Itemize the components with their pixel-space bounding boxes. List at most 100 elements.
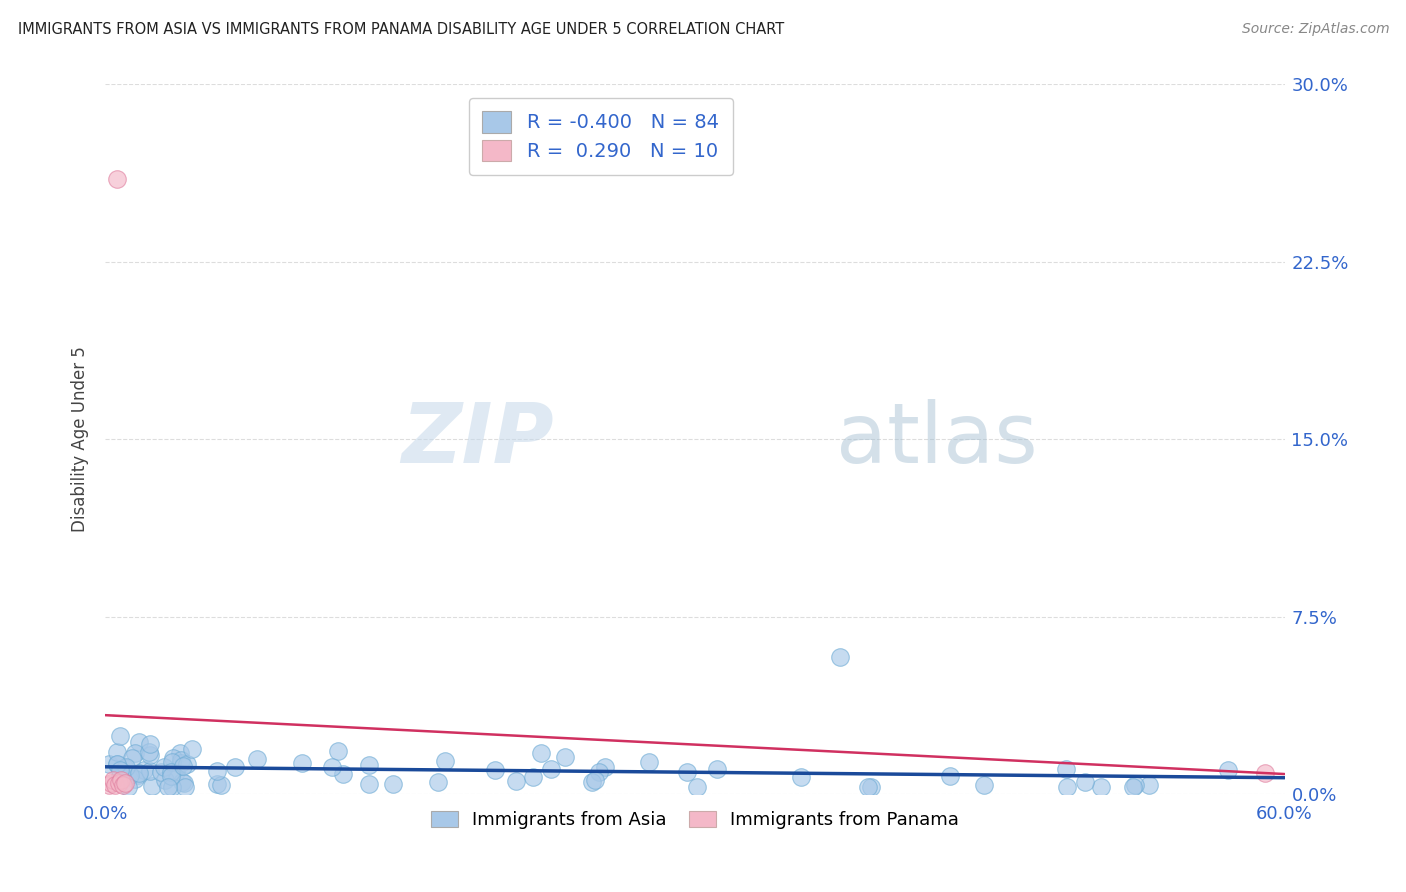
Point xyxy=(170,753,193,767)
Point xyxy=(359,777,381,791)
Point xyxy=(111,778,134,792)
Point xyxy=(484,763,506,777)
Point xyxy=(434,754,457,768)
Point xyxy=(105,757,128,772)
Point xyxy=(1123,778,1146,792)
Point xyxy=(860,780,883,795)
Point xyxy=(169,746,191,760)
Point xyxy=(973,778,995,792)
Point xyxy=(173,775,195,789)
Point xyxy=(540,762,562,776)
Point xyxy=(124,772,146,787)
Point xyxy=(162,751,184,765)
Point xyxy=(110,729,132,743)
Point xyxy=(676,764,699,779)
Point xyxy=(153,772,176,787)
Text: atlas: atlas xyxy=(837,399,1038,480)
Text: ZIP: ZIP xyxy=(401,399,554,480)
Point xyxy=(530,747,553,761)
Point xyxy=(1056,780,1078,795)
Point xyxy=(205,764,228,779)
Point xyxy=(141,779,163,793)
Point xyxy=(108,775,131,789)
Point xyxy=(180,741,202,756)
Point xyxy=(205,777,228,791)
Point xyxy=(101,773,124,788)
Point xyxy=(105,172,128,186)
Point xyxy=(1054,762,1077,776)
Point xyxy=(291,756,314,771)
Point xyxy=(117,780,139,795)
Point xyxy=(157,780,180,795)
Y-axis label: Disability Age Under 5: Disability Age Under 5 xyxy=(72,346,89,533)
Point xyxy=(176,757,198,772)
Point xyxy=(100,775,122,789)
Point xyxy=(114,761,136,775)
Point xyxy=(706,762,728,776)
Point xyxy=(162,780,184,795)
Point xyxy=(139,737,162,751)
Legend: R = -0.400   N = 84, R =  0.290   N = 10: R = -0.400 N = 84, R = 0.290 N = 10 xyxy=(468,98,733,175)
Point xyxy=(858,780,880,795)
Point xyxy=(114,760,136,774)
Point xyxy=(1122,780,1144,795)
Point xyxy=(522,770,544,784)
Point xyxy=(159,765,181,780)
Point xyxy=(638,755,661,769)
Point xyxy=(830,650,852,665)
Point xyxy=(209,777,232,791)
Point xyxy=(332,767,354,781)
Point xyxy=(110,769,132,783)
Point xyxy=(172,759,194,773)
Point xyxy=(505,773,527,788)
Point xyxy=(153,760,176,774)
Point xyxy=(159,769,181,783)
Point xyxy=(170,756,193,770)
Point xyxy=(108,763,131,777)
Point xyxy=(939,769,962,783)
Point xyxy=(98,778,121,792)
Point xyxy=(124,746,146,760)
Point xyxy=(588,765,610,780)
Point xyxy=(1090,780,1112,795)
Point xyxy=(105,757,128,772)
Point xyxy=(1137,778,1160,792)
Point xyxy=(139,747,162,762)
Point xyxy=(790,770,813,784)
Point xyxy=(1218,763,1240,777)
Point xyxy=(172,775,194,789)
Point xyxy=(149,764,172,779)
Point xyxy=(1074,775,1097,789)
Point xyxy=(593,760,616,774)
Point xyxy=(686,780,709,795)
Point xyxy=(165,765,187,780)
Point xyxy=(110,773,132,788)
Point xyxy=(381,776,404,790)
Point xyxy=(174,780,197,794)
Point xyxy=(359,758,381,772)
Point xyxy=(128,735,150,749)
Point xyxy=(104,778,127,792)
Point xyxy=(224,760,246,774)
Point xyxy=(581,775,603,789)
Point xyxy=(138,745,160,759)
Point xyxy=(321,759,343,773)
Point xyxy=(139,764,162,778)
Point xyxy=(128,766,150,780)
Text: Source: ZipAtlas.com: Source: ZipAtlas.com xyxy=(1241,22,1389,37)
Point xyxy=(160,756,183,770)
Point xyxy=(1254,766,1277,780)
Point xyxy=(114,775,136,789)
Point xyxy=(132,764,155,778)
Text: IMMIGRANTS FROM ASIA VS IMMIGRANTS FROM PANAMA DISABILITY AGE UNDER 5 CORRELATIO: IMMIGRANTS FROM ASIA VS IMMIGRANTS FROM … xyxy=(18,22,785,37)
Point xyxy=(121,751,143,765)
Point xyxy=(328,744,350,758)
Point xyxy=(246,752,269,766)
Point xyxy=(105,745,128,759)
Point xyxy=(583,772,606,787)
Point xyxy=(127,768,149,782)
Point xyxy=(97,757,120,772)
Point xyxy=(554,750,576,764)
Point xyxy=(426,774,449,789)
Point xyxy=(118,768,141,782)
